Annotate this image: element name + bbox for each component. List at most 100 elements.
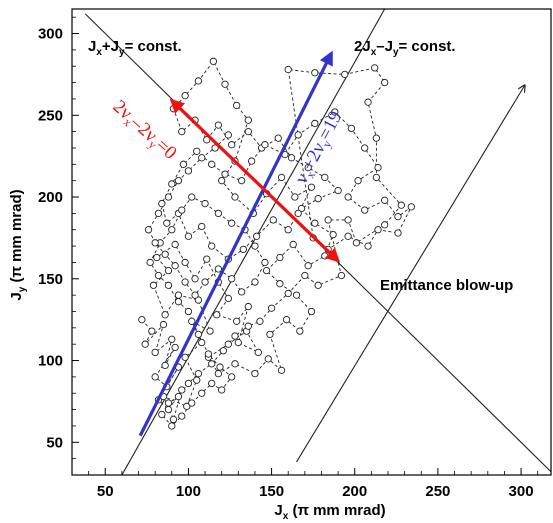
- data-point: [291, 193, 299, 201]
- data-point: [198, 338, 206, 347]
- data-point: [181, 278, 189, 286]
- data-point: [284, 65, 292, 74]
- data-point: [261, 141, 269, 149]
- data-point: [208, 160, 216, 168]
- data-point: [164, 193, 173, 201]
- data-point: [214, 265, 223, 273]
- data-point: [168, 335, 176, 343]
- arrow-emittance-blowup: [296, 86, 525, 463]
- x-tick-label: 250: [425, 483, 450, 500]
- data-point: [244, 322, 252, 330]
- data-point: [254, 348, 262, 357]
- data-point: [208, 360, 216, 368]
- data-point: [329, 230, 337, 239]
- data-point: [251, 242, 259, 250]
- data-point: [214, 209, 223, 218]
- data-point: [364, 242, 372, 250]
- data-point: [394, 229, 402, 237]
- data-point: [294, 131, 302, 139]
- data-point: [163, 219, 171, 227]
- annotation-red-resonance: 2νx–2νy=0: [107, 96, 180, 165]
- data-point: [261, 258, 269, 267]
- data-point: [251, 369, 259, 378]
- data-point: [231, 332, 239, 340]
- arrow-blue-resonance: [138, 50, 333, 437]
- data-point: [184, 307, 193, 316]
- x-tick-label: 300: [509, 483, 534, 500]
- data-point: [214, 121, 223, 129]
- data-point: [394, 213, 402, 221]
- data-point: [364, 98, 372, 106]
- data-point: [221, 80, 229, 88]
- data-point: [233, 317, 241, 325]
- axis-ticks: 50 100 150 200 250 300 50 100 150 200 250 300: [38, 16, 539, 500]
- data-point: [174, 298, 183, 306]
- data-point: [381, 78, 389, 87]
- data-point: [292, 291, 301, 299]
- data-point: [188, 399, 196, 407]
- data-point: [168, 180, 176, 188]
- data-point: [276, 253, 284, 262]
- data-point: [252, 232, 261, 240]
- data-point: [381, 221, 389, 229]
- arrow-red-resonance: [169, 98, 341, 263]
- data-point: [178, 206, 186, 214]
- data-point: [341, 70, 349, 79]
- x-axis-title: Jx (π mm mrad): [274, 502, 385, 522]
- data-point: [208, 242, 216, 250]
- data-point: [178, 412, 186, 420]
- data-point: [407, 203, 415, 211]
- data-point: [206, 327, 214, 335]
- data-point: [164, 281, 173, 289]
- data-point: [231, 360, 239, 368]
- data-point: [314, 195, 322, 203]
- data-point: [138, 316, 146, 324]
- x-tick-label: 200: [342, 483, 367, 500]
- annotation-emittance-blowup: Emittance blow-up: [380, 277, 513, 294]
- data-point: [381, 196, 389, 204]
- annotation-2jx-minus-jy: 2Jx–Jy= const.: [354, 38, 456, 58]
- data-point: [304, 262, 312, 270]
- data-point: [161, 250, 169, 258]
- y-tick-label: 150: [38, 271, 63, 288]
- data-point: [213, 311, 221, 319]
- data-point: [159, 320, 168, 329]
- data-point: [269, 216, 277, 224]
- data-point: [208, 379, 216, 388]
- data-point: [161, 361, 169, 370]
- data-point: [277, 366, 286, 375]
- data-point: [161, 311, 169, 319]
- data-point: [237, 177, 246, 185]
- data-point: [181, 92, 189, 100]
- data-point: [344, 232, 352, 240]
- data-point: [267, 304, 276, 312]
- data-point: [218, 386, 226, 394]
- data-point: [334, 186, 342, 195]
- data-point: [237, 288, 246, 296]
- data-point: [188, 317, 196, 325]
- data-point: [198, 154, 206, 162]
- data-point: [219, 347, 228, 355]
- data-point: [164, 266, 173, 275]
- data-point: [164, 405, 173, 414]
- data-point: [181, 353, 189, 361]
- data-point: [168, 422, 176, 430]
- data-point: [276, 280, 284, 288]
- data-point: [151, 348, 159, 357]
- data-point: [171, 343, 179, 352]
- data-point: [247, 157, 256, 165]
- y-tick-label: 100: [38, 353, 63, 370]
- data-point: [228, 373, 236, 381]
- data-point: [201, 199, 209, 208]
- data-point: [151, 239, 159, 247]
- data-point: [154, 209, 163, 218]
- data-point: [321, 173, 329, 182]
- data-point: [221, 170, 229, 178]
- data-point: [296, 327, 304, 335]
- data-point: [372, 134, 381, 142]
- data-point: [234, 338, 242, 347]
- data-point: [184, 167, 193, 175]
- axes-frame: [71, 8, 552, 476]
- data-point: [184, 232, 193, 240]
- data-point: [188, 193, 196, 201]
